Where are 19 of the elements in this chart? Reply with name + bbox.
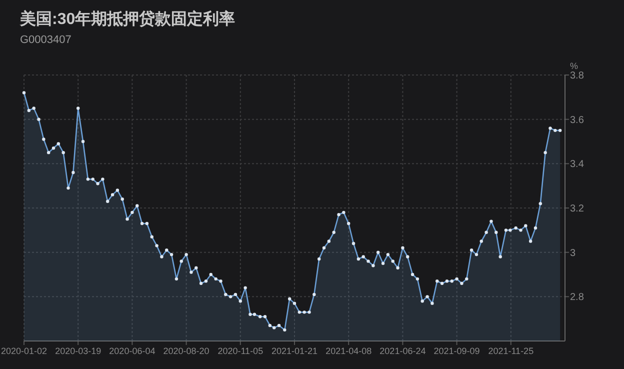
x-tick-label: 2021-06-24 — [380, 346, 426, 356]
x-tick-label: 2020-08-20 — [163, 346, 210, 356]
chart-subtitle: G0003407 — [20, 34, 72, 46]
y-tick-label: 2.8 — [570, 292, 584, 304]
x-tick-label: 2020-01-02 — [0, 346, 48, 356]
chart-title: 美国:30年期抵押贷款固定利率 — [19, 9, 236, 28]
y-axis-title: % — [570, 61, 578, 71]
x-tick-label: 2021-01-21 — [271, 346, 318, 356]
y-tick-label: 3 — [570, 248, 576, 259]
x-tick-label: 2020-03-19 — [55, 346, 102, 356]
y-tick-label: 3.2 — [570, 204, 584, 214]
x-tick-label: 2021-11-25 — [488, 346, 534, 356]
y-tick-label: 3.6 — [570, 114, 584, 126]
x-tick-label: 2020-06-04 — [109, 346, 156, 356]
x-tick-label: 2021-04-08 — [326, 346, 372, 356]
x-tick-label: 2021-09-09 — [434, 346, 480, 356]
y-tick-label: 3.4 — [570, 159, 584, 170]
x-tick-label: 2020-11-05 — [218, 346, 264, 356]
y-tick-label: 3.8 — [570, 70, 584, 82]
